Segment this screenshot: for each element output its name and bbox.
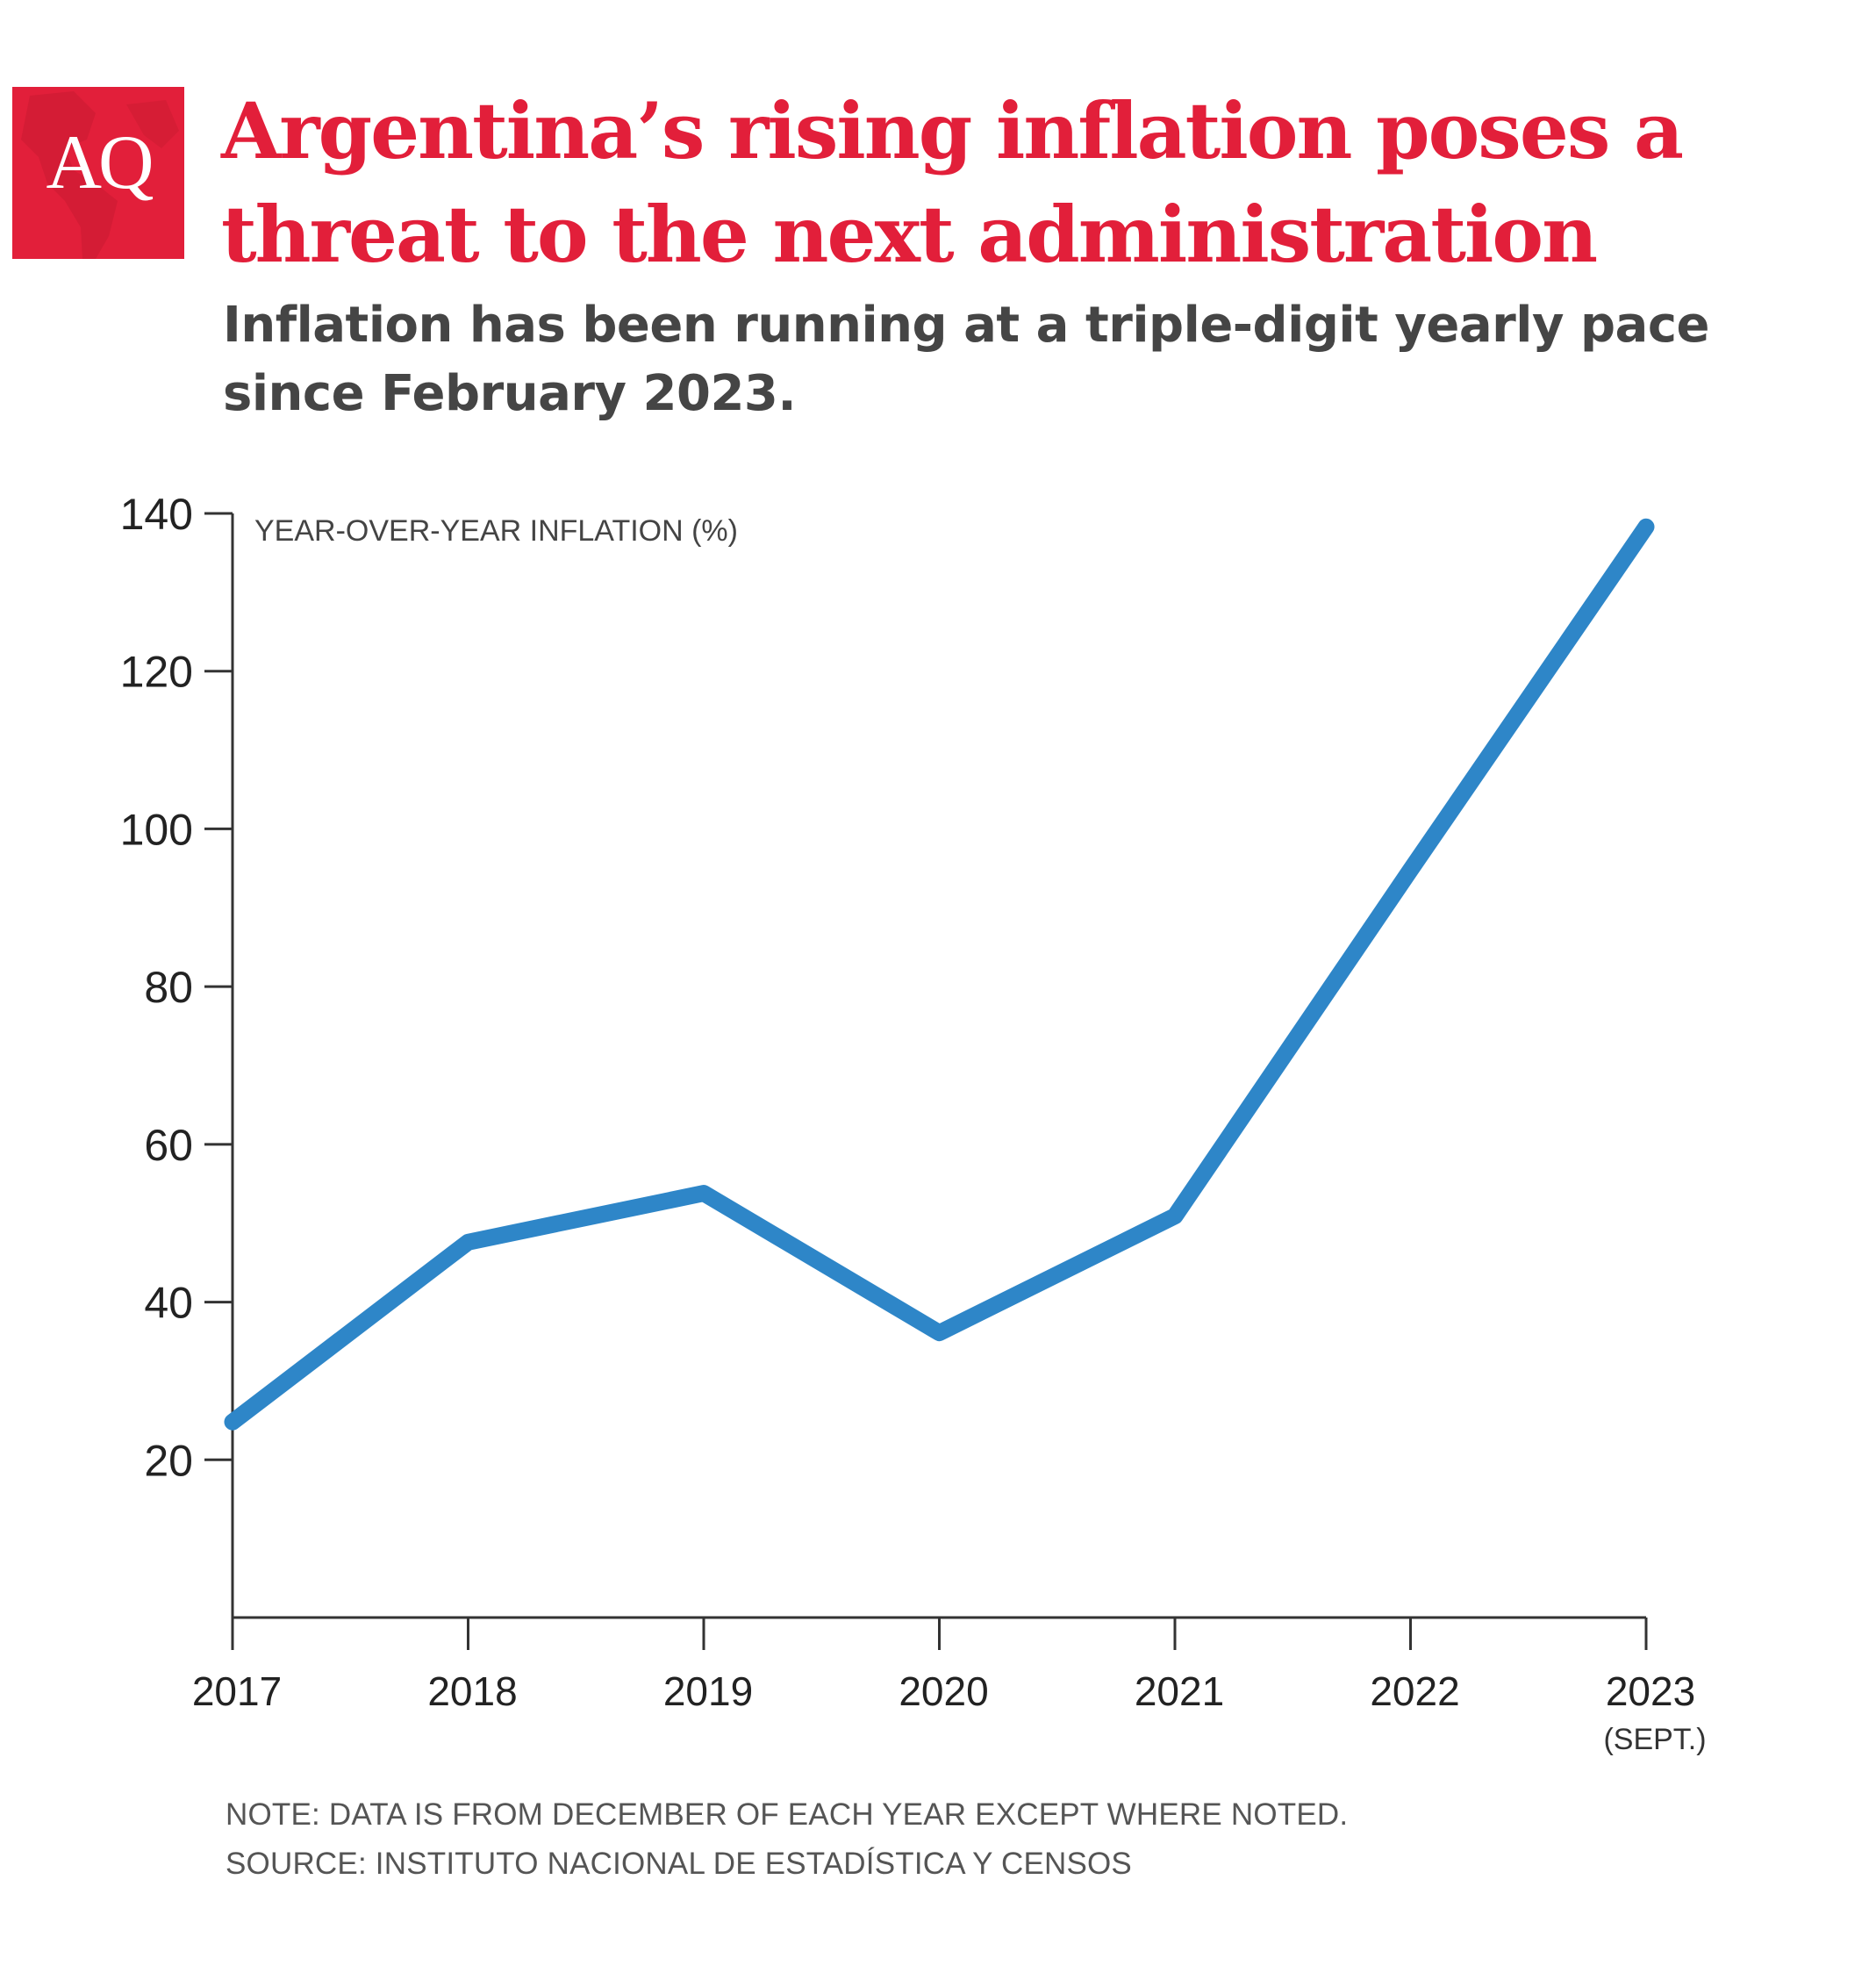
x-tick-label: 2023 [1606, 1668, 1695, 1714]
chart-note: NOTE: DATA IS FROM DECEMBER OF EACH YEAR… [226, 1797, 1349, 1832]
data-point [1645, 526, 1647, 528]
data-point [232, 1421, 233, 1424]
data-point [1174, 1215, 1176, 1217]
americas-map-icon [21, 91, 179, 259]
y-tick-label: 60 [144, 1121, 193, 1170]
chart-source: SOURCE: INSTITUTO NACIONAL DE ESTADÍSTIC… [226, 1847, 1132, 1881]
inflation-series-line [224, 518, 1655, 1431]
data-point [938, 1331, 941, 1334]
x-tick-label: 2021 [1135, 1668, 1224, 1714]
x-axis: 2017 2018 2019 2020 2021 2022 2023 (SEPT.) [192, 1618, 1707, 1756]
aq-logo: AQ [12, 87, 184, 259]
series-layer [224, 518, 1655, 1431]
y-axis-label: YEAR-OVER-YEAR INFLATION (%) [254, 514, 738, 548]
data-point [703, 1192, 705, 1194]
y-tick-label: 80 [144, 963, 193, 1012]
y-tick-label: 140 [120, 490, 193, 539]
x-tick-label: 2018 [427, 1668, 517, 1714]
data-point [467, 1241, 469, 1244]
x-tick-sublabel: (SEPT.) [1603, 1723, 1706, 1756]
x-tick-label: 2017 [192, 1668, 282, 1714]
x-tick-label: 2022 [1370, 1668, 1459, 1714]
chart-subtitle: Inflation has been running at a triple-d… [223, 297, 1710, 422]
y-tick-label: 120 [120, 648, 193, 697]
y-axis: 20 40 60 80 100 120 140 [120, 490, 233, 1485]
y-tick-label: 20 [144, 1436, 193, 1485]
x-tick-label: 2020 [899, 1668, 988, 1714]
logo-text: AQ [46, 120, 154, 205]
x-tick-label: 2019 [663, 1668, 753, 1714]
y-tick-label: 100 [120, 805, 193, 854]
data-point [1409, 869, 1412, 872]
chart-title: Argentina’s rising inflation poses a thr… [221, 85, 1684, 280]
y-tick-label: 40 [144, 1279, 193, 1328]
